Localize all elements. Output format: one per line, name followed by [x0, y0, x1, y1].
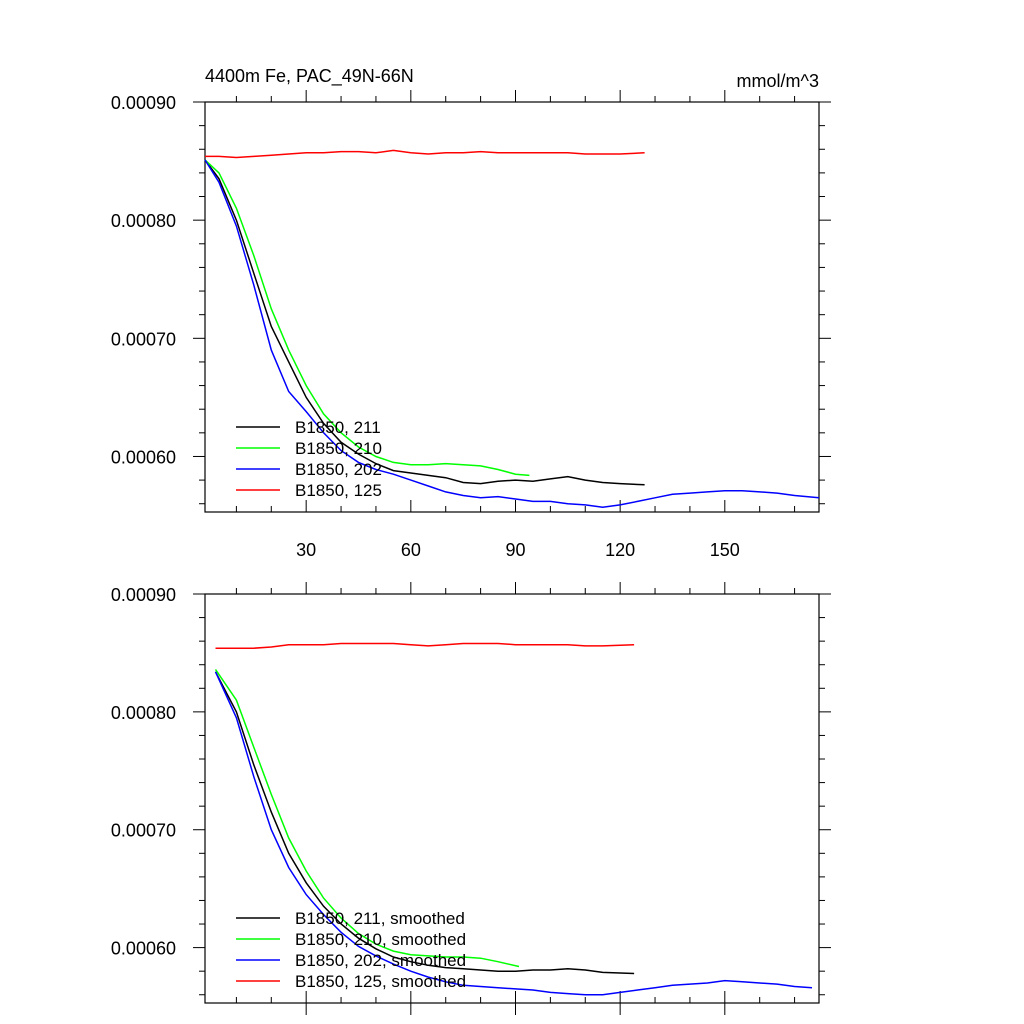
- legend-label: B1850, 202, smoothed: [295, 951, 466, 970]
- x-tick-label: 90: [505, 540, 525, 560]
- series-line: [205, 149, 645, 159]
- legend-label: B1850, 210: [295, 439, 382, 458]
- legend-label: B1850, 202: [295, 460, 382, 479]
- y-tick-label: 0.00080: [111, 703, 176, 723]
- bottom-panel: 0.00090 0.00080 0.00070 0.00060 B1850, 211, …: [111, 582, 831, 1015]
- series-line: [204, 159, 530, 477]
- legend-label: B1850, 125: [295, 481, 382, 500]
- series-line: [215, 642, 635, 649]
- series-line: [214, 671, 635, 975]
- y-tick-label: 0.00080: [111, 211, 176, 231]
- plot-frame: [204, 593, 820, 1004]
- series-line: [204, 159, 820, 509]
- legend-label: B1850, 210, smoothed: [295, 930, 466, 949]
- y-tick-label: 0.00090: [111, 93, 176, 113]
- x-tick-label: 120: [605, 540, 635, 560]
- y-tick-label: 0.00070: [111, 329, 176, 349]
- x-tick-label: 60: [401, 540, 421, 560]
- legend-label: B1850, 125, smoothed: [295, 972, 466, 991]
- y-tick-label: 0.00060: [111, 939, 176, 959]
- top-panel: 30 60 90 120 150 0.00090 0.00080 0.00070 0.00060…: [111, 90, 831, 560]
- y-tick-label: 0.00060: [111, 447, 176, 467]
- series-line: [204, 159, 645, 486]
- y-tick-label: 0.00070: [111, 821, 176, 841]
- plot-frame: [204, 101, 820, 513]
- legend-label: B1850, 211: [295, 418, 381, 437]
- x-tick-label: 30: [296, 540, 316, 560]
- x-tick-label: 150: [710, 540, 740, 560]
- unit-label: mmol/m^3: [737, 71, 819, 91]
- series-line: [214, 671, 813, 996]
- figure-title: 4400m Fe, PAC_49N-66N: [205, 66, 414, 87]
- legend-label: B1850, 211, smoothed: [295, 909, 465, 928]
- series-line: [214, 668, 520, 968]
- y-tick-label: 0.00090: [111, 585, 176, 605]
